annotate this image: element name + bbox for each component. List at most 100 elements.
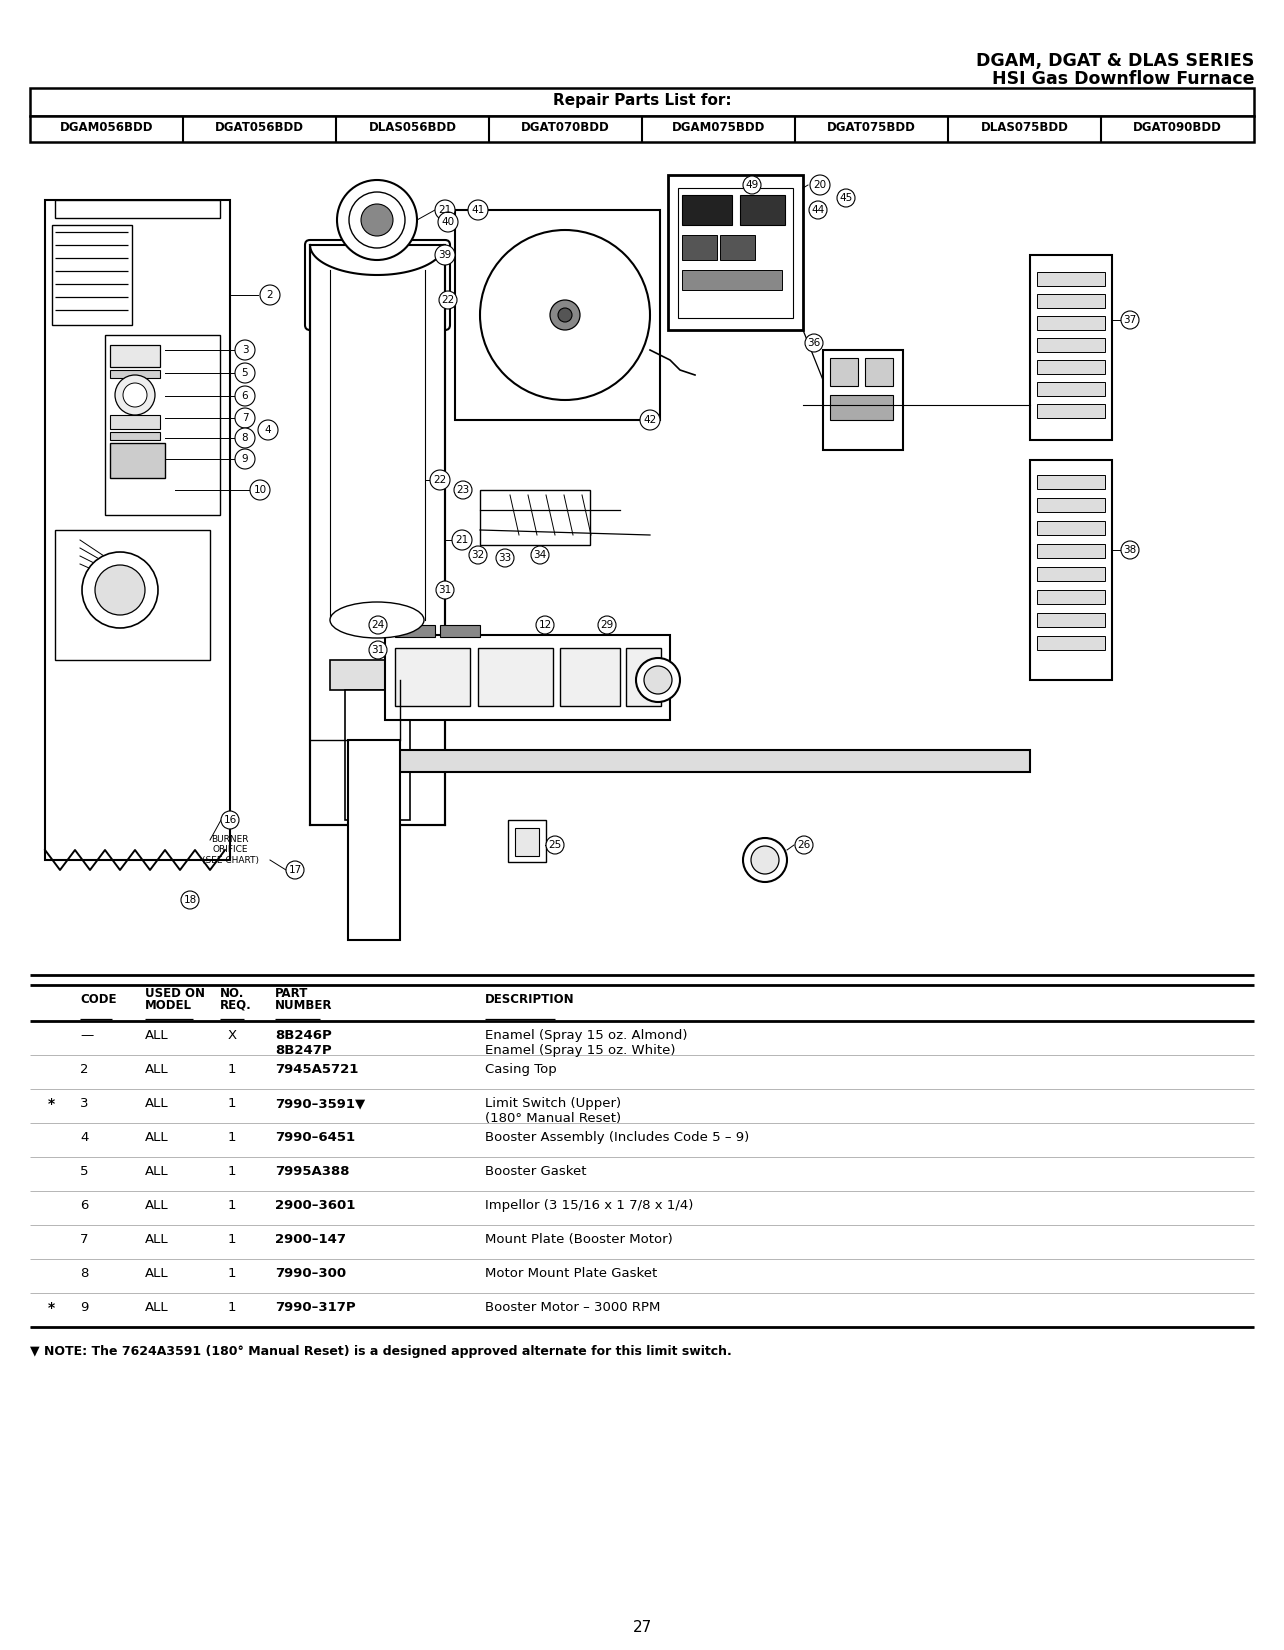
Text: 7: 7 (80, 1233, 89, 1246)
Circle shape (435, 244, 455, 266)
Bar (1037, 614, 1106, 627)
Bar (309, 244, 446, 825)
Text: 33: 33 (498, 553, 511, 563)
Text: HSI Gas Downflow Furnace: HSI Gas Downflow Furnace (991, 69, 1254, 87)
Bar (1037, 498, 1106, 512)
Bar (330, 660, 425, 690)
Circle shape (743, 177, 761, 195)
Text: ALL: ALL (145, 1165, 168, 1178)
Text: *: * (48, 1097, 55, 1110)
Text: Motor Mount Plate Gasket: Motor Mount Plate Gasket (485, 1267, 657, 1280)
Circle shape (496, 549, 514, 568)
Bar (1037, 521, 1106, 535)
Circle shape (532, 546, 550, 564)
Text: DGAM075BDD: DGAM075BDD (672, 120, 765, 134)
Text: 45: 45 (840, 193, 853, 203)
Circle shape (235, 408, 256, 427)
Bar (829, 358, 858, 386)
Text: 8B247P: 8B247P (275, 1044, 331, 1058)
Text: 26: 26 (797, 840, 810, 850)
Text: 7995A388: 7995A388 (275, 1165, 349, 1178)
Circle shape (455, 482, 473, 498)
Circle shape (639, 409, 660, 431)
Text: DLAS075BDD: DLAS075BDD (981, 120, 1068, 134)
Text: USED ON: USED ON (145, 987, 205, 1000)
Circle shape (235, 449, 256, 469)
Text: 3: 3 (241, 345, 248, 355)
Text: 2: 2 (267, 290, 273, 300)
Text: 44: 44 (811, 205, 824, 214)
Text: DGAT056BDD: DGAT056BDD (214, 120, 304, 134)
Circle shape (467, 200, 488, 219)
Bar (395, 625, 435, 637)
Circle shape (1121, 541, 1139, 559)
Text: 32: 32 (471, 549, 484, 559)
Text: Limit Switch (Upper): Limit Switch (Upper) (485, 1097, 621, 1110)
Circle shape (235, 386, 256, 406)
Circle shape (480, 229, 650, 399)
Bar (30, 87, 1254, 116)
Bar (720, 234, 755, 261)
Bar (1037, 294, 1106, 309)
Text: 49: 49 (746, 180, 759, 190)
Text: DLAS056BDD: DLAS056BDD (369, 120, 457, 134)
Text: 42: 42 (643, 416, 656, 426)
Text: PART: PART (275, 987, 308, 1000)
Text: 29: 29 (601, 620, 614, 630)
Circle shape (535, 615, 553, 634)
Bar (345, 690, 410, 820)
Circle shape (123, 383, 146, 408)
Text: 16: 16 (223, 815, 236, 825)
Bar (1037, 404, 1106, 417)
Text: 7990–6451: 7990–6451 (275, 1130, 356, 1143)
Text: 18: 18 (184, 894, 196, 904)
Text: 2900–3601: 2900–3601 (275, 1200, 356, 1213)
Text: 2900–147: 2900–147 (275, 1233, 345, 1246)
Bar (1030, 256, 1112, 441)
Text: CODE: CODE (80, 993, 117, 1006)
Text: 40: 40 (442, 218, 455, 228)
Circle shape (435, 200, 455, 219)
Bar (1037, 360, 1106, 375)
Text: 31: 31 (371, 645, 385, 655)
Bar (678, 188, 794, 318)
Circle shape (438, 211, 458, 233)
Bar (110, 345, 160, 366)
Bar (55, 530, 211, 660)
Text: 12: 12 (538, 620, 552, 630)
Text: NUMBER: NUMBER (275, 998, 333, 1011)
Text: 6: 6 (241, 391, 248, 401)
Text: DGAT090BDD: DGAT090BDD (1132, 120, 1222, 134)
Text: DGAT075BDD: DGAT075BDD (827, 120, 915, 134)
Text: —: — (80, 1030, 94, 1043)
Bar (1037, 317, 1106, 330)
Circle shape (452, 530, 473, 549)
Circle shape (559, 309, 571, 322)
Circle shape (286, 861, 304, 879)
Text: 17: 17 (289, 865, 302, 874)
Text: 41: 41 (471, 205, 484, 214)
Circle shape (235, 363, 256, 383)
Circle shape (95, 564, 145, 615)
Bar (395, 648, 470, 706)
Bar (110, 416, 160, 429)
Bar (1037, 272, 1106, 285)
Text: DGAM056BDD: DGAM056BDD (60, 120, 153, 134)
Text: 7990–317P: 7990–317P (275, 1300, 356, 1313)
Bar (110, 370, 160, 378)
Bar (740, 195, 785, 224)
Text: 9: 9 (241, 454, 248, 464)
Bar (110, 432, 160, 441)
Bar (865, 358, 892, 386)
Bar (351, 751, 1030, 772)
Bar (627, 648, 661, 706)
Circle shape (636, 658, 681, 701)
Circle shape (1121, 310, 1139, 328)
Text: 36: 36 (808, 338, 820, 348)
Text: ALL: ALL (145, 1030, 168, 1043)
Circle shape (598, 615, 616, 634)
Text: ALL: ALL (145, 1267, 168, 1280)
Text: REQ.: REQ. (220, 998, 252, 1011)
Bar (682, 271, 782, 290)
Text: 10: 10 (253, 485, 267, 495)
